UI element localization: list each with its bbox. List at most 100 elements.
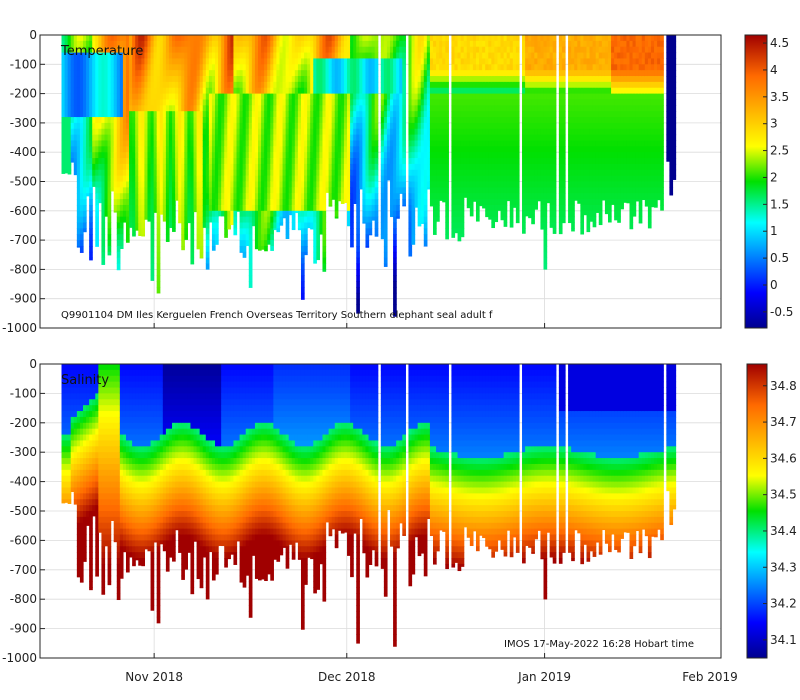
heatmap-cell [221, 35, 225, 42]
heatmap-cell [402, 87, 406, 95]
heatmap-cell [248, 87, 253, 95]
heatmap-cell [328, 117, 333, 124]
heatmap-cell [343, 58, 348, 65]
heatmap-cell [144, 117, 149, 124]
heatmap-cell [313, 193, 317, 200]
heatmap-cell [227, 152, 231, 159]
heatmap-cell [95, 52, 99, 59]
heatmap-cell [485, 111, 489, 118]
heatmap-cell [89, 76, 93, 83]
heatmap-cell [119, 193, 124, 200]
heatmap-cell [451, 134, 456, 141]
heatmap-cell [494, 158, 499, 165]
heatmap-cell [181, 240, 185, 247]
heatmap-cell [503, 222, 508, 227]
heatmap-cell [168, 105, 173, 112]
heatmap-cell [356, 117, 360, 124]
heatmap-cell [193, 35, 198, 42]
heatmap-cell [224, 204, 228, 212]
heatmap-cell [132, 193, 136, 200]
heatmap-cell [224, 187, 228, 194]
heatmap-cell [76, 81, 81, 89]
heatmap-cell [319, 70, 324, 77]
heatmap-cell [279, 152, 284, 159]
heatmap-cell [187, 204, 192, 212]
heatmap-cell [463, 134, 468, 141]
heatmap-cell [350, 87, 354, 95]
heatmap-cell [273, 152, 278, 159]
heatmap-cell [264, 46, 268, 54]
heatmap-cell [414, 81, 419, 89]
heatmap-cell [291, 35, 296, 42]
heatmap-cell [187, 158, 192, 165]
heatmap-cell [132, 204, 136, 212]
heatmap-cell [525, 111, 529, 118]
heatmap-cell [396, 158, 400, 165]
heatmap-cell [239, 128, 244, 136]
heatmap-cell [328, 140, 333, 147]
heatmap-cell [282, 210, 287, 218]
heatmap-cell [187, 64, 192, 71]
heatmap-cell [79, 245, 84, 253]
heatmap-cell [267, 216, 271, 224]
heatmap-cell [491, 81, 495, 89]
heatmap-cell [429, 70, 434, 77]
heatmap-cell [129, 35, 133, 42]
heatmap-cell [116, 99, 121, 106]
heatmap-cell [227, 93, 231, 100]
heatmap-cell [211, 58, 216, 65]
heatmap-cell [248, 199, 253, 206]
heatmap-cell [285, 122, 290, 130]
heatmap-cell [196, 117, 201, 124]
heatmap-cell [276, 93, 281, 100]
heatmap-cell [439, 87, 443, 95]
heatmap-cell [408, 134, 413, 141]
heatmap-cell [215, 169, 219, 177]
heatmap-cell [239, 40, 244, 48]
heatmap-cell [147, 169, 152, 177]
heatmap-cell [187, 210, 192, 218]
heatmap-cell [245, 193, 250, 200]
heatmap-cell [512, 152, 517, 159]
heatmap-cell [454, 40, 459, 48]
heatmap-cell [129, 122, 133, 130]
heatmap-cell [86, 58, 90, 65]
heatmap-cell [297, 35, 302, 42]
heatmap-cell [199, 210, 204, 218]
heatmap-cell [242, 134, 247, 141]
heatmap-cell [509, 76, 514, 83]
heatmap-cell [227, 158, 231, 165]
heatmap-cell [211, 134, 216, 141]
heatmap-cell [162, 81, 167, 89]
heatmap-cell [331, 46, 336, 54]
heatmap-cell [168, 193, 173, 200]
heatmap-cell [285, 70, 290, 77]
heatmap-cell [113, 117, 118, 124]
heatmap-cell [267, 76, 271, 83]
heatmap-cell [316, 210, 320, 218]
heatmap-cell [116, 111, 121, 118]
heatmap-cell [215, 87, 219, 95]
heatmap-cell [261, 234, 265, 241]
heatmap-cell [73, 158, 78, 165]
heatmap-cell [304, 181, 308, 188]
heatmap-cell [218, 40, 222, 48]
heatmap-cell [125, 193, 130, 200]
heatmap-cell [334, 76, 339, 83]
heatmap-cell [313, 234, 317, 241]
heatmap-cell [423, 128, 428, 136]
heatmap-cell [211, 76, 216, 83]
heatmap-cell [79, 122, 84, 130]
heatmap-cell [184, 158, 188, 165]
heatmap-cell [76, 87, 81, 95]
heatmap-cell [95, 93, 99, 100]
heatmap-cell [417, 52, 422, 59]
heatmap-cell [184, 81, 188, 89]
heatmap-cell [423, 152, 428, 159]
heatmap-cell [172, 228, 176, 232]
heatmap-cell [436, 140, 440, 147]
heatmap-cell [316, 199, 320, 206]
heatmap-cell [423, 46, 428, 54]
heatmap-cell [205, 122, 210, 130]
heatmap-cell [122, 193, 127, 200]
